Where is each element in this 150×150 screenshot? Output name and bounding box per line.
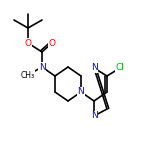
Text: CH₃: CH₃ [21,70,35,80]
Text: N: N [39,63,45,72]
Text: O: O [48,39,56,48]
Text: Cl: Cl [116,63,124,72]
Text: N: N [91,111,97,120]
Text: N: N [78,87,84,96]
Text: O: O [24,39,31,48]
Text: N: N [91,63,97,72]
